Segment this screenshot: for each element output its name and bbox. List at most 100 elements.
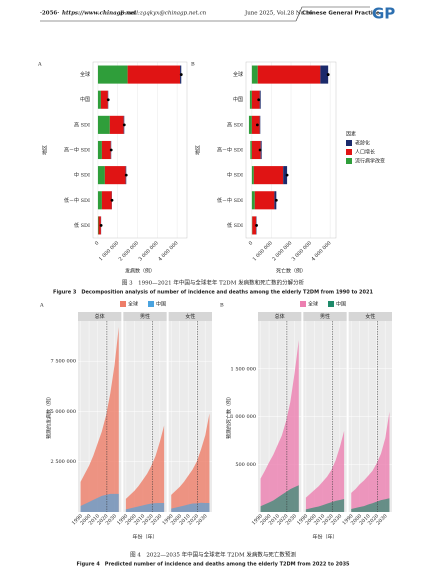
legend-title: 因素 <box>346 131 356 138</box>
y-tick-label: 中国 <box>233 96 243 103</box>
bar-segment <box>253 166 284 185</box>
total-dot <box>106 98 110 102</box>
area <box>305 499 345 512</box>
legend-swatch <box>346 140 352 146</box>
y-tick-label: 低 SDI <box>74 222 90 229</box>
bar-segment <box>97 65 128 84</box>
y-tick-label: 高 SDI <box>74 121 90 128</box>
y-tick-label: 1 500 000 <box>231 366 256 372</box>
facet-strip <box>168 312 212 321</box>
y-tick-label: 低－中 SDI <box>217 197 243 204</box>
area <box>80 493 119 512</box>
bar-segment <box>97 216 99 235</box>
legend-label: 全球 <box>308 301 318 308</box>
facet-label: 女性 <box>365 313 375 320</box>
x-tick-label: 1 000 000 <box>98 240 120 262</box>
y-tick-label: 1 000 000 <box>231 414 256 420</box>
bar-segment <box>251 166 254 185</box>
bar-segment <box>251 191 255 210</box>
x-axis-title: 年份（年） <box>132 534 157 541</box>
total-dot <box>274 198 278 202</box>
bar-segment <box>250 140 252 160</box>
panel-label: A <box>37 62 42 68</box>
bar-segment <box>109 115 124 134</box>
legend-swatch <box>328 301 334 307</box>
legend-label: 老龄化 <box>355 140 370 147</box>
area <box>80 327 119 512</box>
x-tick-label: 2 000 000 <box>118 240 140 262</box>
y-tick-label: 中 SDI <box>227 172 243 179</box>
journal: Chinese General Practice <box>302 11 380 17</box>
bar-segment <box>283 166 288 185</box>
area <box>305 430 345 512</box>
email: E-mail:zgqkyx@chinagp.net.cn <box>119 10 207 17</box>
facet-strip <box>258 312 302 321</box>
y-axis-title: 地区 <box>195 145 202 155</box>
x-axis-title: 发病数（例） <box>125 268 155 275</box>
bar-segment <box>97 90 101 109</box>
y-tick-label: 全球 <box>80 71 90 78</box>
x-tick-label: 4 000 000 <box>310 240 332 262</box>
y-axis-title: 预测的发病数（例） <box>46 394 53 439</box>
total-dot <box>124 173 128 177</box>
bar-segment <box>254 191 275 210</box>
x-tick-label: 2 000 000 <box>271 240 293 262</box>
facet-strip <box>303 312 347 321</box>
y-tick-label: 低－中 SDI <box>64 197 90 204</box>
facet-label: 总体 <box>95 313 105 320</box>
total-dot <box>179 73 183 76</box>
area <box>171 502 210 512</box>
y-axis-title: 地区 <box>42 145 49 155</box>
bar-segment <box>320 65 329 84</box>
y-tick-label: 7 500 000 <box>51 359 76 365</box>
facet-label: 总体 <box>275 313 285 320</box>
page-number: ·2056· <box>40 11 59 17</box>
panel-label: B <box>191 62 195 68</box>
facet-label: 男性 <box>140 313 150 320</box>
bar-segment <box>252 216 257 235</box>
x-tick-label: 3 000 000 <box>138 240 160 262</box>
total-dot <box>255 123 259 127</box>
website: https://www.chinagp.net <box>62 11 137 17</box>
total-dot <box>255 224 258 227</box>
bar-segment <box>100 90 108 109</box>
bar-segment <box>101 140 111 160</box>
bar-segment <box>251 65 258 84</box>
facet-strip <box>123 312 167 321</box>
bar-segment <box>97 191 102 210</box>
caption-en: Figure 4 Predicted number of incidence a… <box>76 562 350 568</box>
y-tick-label: 低 SDI <box>227 222 243 229</box>
bar-segment <box>97 166 105 185</box>
legend-swatch <box>120 301 126 307</box>
total-dot <box>122 123 126 127</box>
y-tick-label: 高－中 SDI <box>64 147 90 154</box>
total-dot <box>99 224 103 227</box>
legend-swatch <box>346 149 352 155</box>
y-tick-label: 高－中 SDI <box>217 147 243 154</box>
y-tick-label: 高 SDI <box>227 121 243 128</box>
total-dot <box>109 148 113 152</box>
bar-segment <box>97 115 110 134</box>
area <box>171 413 210 512</box>
legend-swatch <box>300 301 306 307</box>
legend-swatch <box>148 301 154 307</box>
x-tick-label: 0 <box>248 240 254 246</box>
bar-segment <box>251 115 260 134</box>
caption-en: Figure 3 Decomposition analysis of numbe… <box>53 290 373 296</box>
y-tick-label: 中 SDI <box>74 172 90 179</box>
area <box>125 425 165 512</box>
panel-label: A <box>39 303 44 309</box>
x-axis-title: 年份（年） <box>312 534 337 541</box>
bar-segment <box>259 115 261 134</box>
x-axis-title: 死亡数（例） <box>276 268 306 275</box>
issue: June 2025, Vol.28 No.16 <box>244 11 313 17</box>
caption-cn: 图 3 1990—2021 年中国与全球老年 T2DM 发病数和死亡数的分解分析 <box>122 279 305 287</box>
y-tick-label: 全球 <box>233 71 243 78</box>
header-rule <box>295 6 370 22</box>
area <box>260 485 299 512</box>
legend-swatch <box>346 158 352 164</box>
total-dot <box>258 148 262 152</box>
x-tick-label: 1 000 000 <box>252 240 274 262</box>
caption-cn: 图 4 2022—2035 年中国与全球老年 T2DM 发病数与死亡数预测 <box>130 551 296 559</box>
